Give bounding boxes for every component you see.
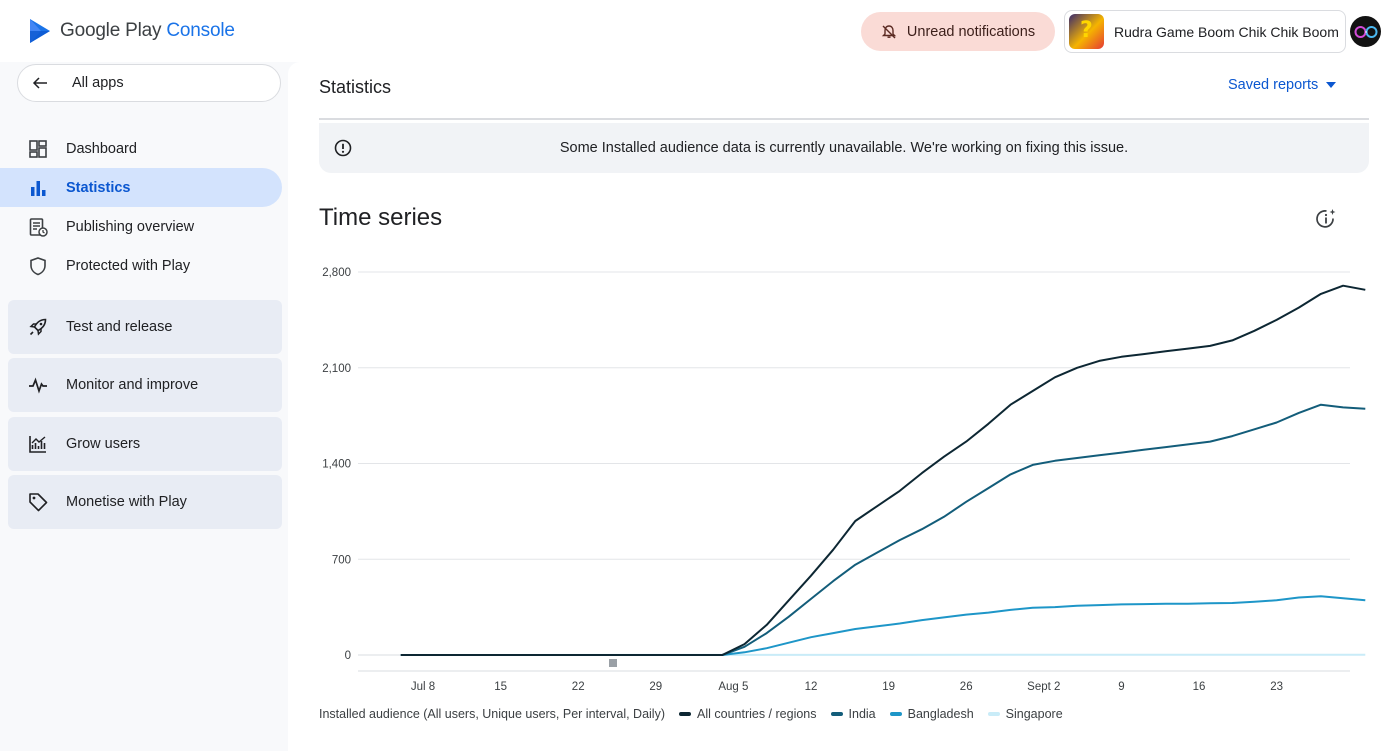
insights-icon xyxy=(1316,209,1336,228)
sidebar-item-label: Publishing overview xyxy=(66,218,195,235)
rocket-icon xyxy=(28,317,48,337)
avatar-glasses-icon xyxy=(1354,25,1377,38)
legend-title: Installed audience (All users, Unique us… xyxy=(319,707,665,721)
legend-item-all[interactable]: All countries / regions xyxy=(679,707,817,721)
banner-text: Some Installed audience data is currentl… xyxy=(559,140,1129,156)
legend-label: Singapore xyxy=(1005,707,1063,721)
x-tick-label: 16 xyxy=(1193,681,1206,693)
sidebar-item-publishing-overview[interactable]: Publishing overview xyxy=(0,207,282,246)
series-line-bangladesh xyxy=(400,595,1366,656)
legend-label: All countries / regions xyxy=(697,707,817,721)
x-tick-label: 15 xyxy=(494,681,507,693)
saved-reports-dropdown[interactable]: Saved reports xyxy=(1228,77,1337,93)
google-play-console-logo[interactable]: Google Play Console xyxy=(28,18,235,44)
sidebar-group-grow-users[interactable]: Grow users xyxy=(8,417,282,471)
x-tick-label: 29 xyxy=(649,681,662,693)
all-apps-button[interactable]: All apps xyxy=(17,64,281,102)
legend-swatch xyxy=(889,712,902,716)
sidebar: All apps Dashboard Statistics Publishing… xyxy=(0,62,290,751)
top-app-bar: Google Play Console Unread notifications… xyxy=(0,0,1400,62)
sidebar-group-label: Grow users xyxy=(66,436,141,452)
x-tick-label: 9 xyxy=(1118,681,1124,693)
bell-off-icon xyxy=(881,24,897,38)
sidebar-item-dashboard[interactable]: Dashboard xyxy=(0,129,282,168)
y-tick-label: 0 xyxy=(345,650,351,662)
x-tick-label: 22 xyxy=(572,681,585,693)
dashboard-icon xyxy=(28,139,48,159)
publishing-icon xyxy=(28,217,48,237)
unread-notifications-button[interactable]: Unread notifications xyxy=(861,12,1055,51)
annotation-marker xyxy=(609,659,617,667)
sidebar-item-label: Dashboard xyxy=(66,140,137,157)
logo-text: Google Play Console xyxy=(60,20,235,41)
sidebar-item-protected-with-play[interactable]: Protected with Play xyxy=(0,246,282,285)
legend-item-bangladesh[interactable]: Bangladesh xyxy=(889,707,974,721)
legend-label: India xyxy=(848,707,876,721)
sidebar-item-label: Statistics xyxy=(66,179,131,196)
y-tick-label: 2,800 xyxy=(322,267,351,279)
sidebar-group-monetise-with-play[interactable]: Monetise with Play xyxy=(8,475,282,529)
sidebar-group-label: Monetise with Play xyxy=(66,494,187,510)
legend-swatch xyxy=(830,712,843,716)
caret-down-icon xyxy=(1326,82,1337,88)
header-divider xyxy=(319,118,1369,120)
avatar[interactable] xyxy=(1350,16,1381,47)
series-line-india xyxy=(400,403,1366,656)
legend-swatch xyxy=(987,712,1000,716)
time-series-chart: 0 700 1,400 2,100 2,800 Jul 8 15 22 29 Aug 5 12 19 2… xyxy=(322,267,1366,693)
page-title: Statistics xyxy=(319,77,392,97)
info-alert-icon xyxy=(334,139,352,162)
app-name: Rudra Game Boom Chik Chik Boom xyxy=(1114,23,1339,40)
legend-swatch xyxy=(679,712,691,716)
sidebar-group-label: Monitor and improve xyxy=(66,377,199,393)
x-tick-label: 26 xyxy=(960,681,973,693)
shield-icon xyxy=(28,256,48,276)
legend-label: Bangladesh xyxy=(907,707,974,721)
x-tick-label: 12 xyxy=(805,681,818,693)
series-line-all-countries-regions xyxy=(400,284,1366,656)
x-tick-label: Aug 5 xyxy=(718,681,748,693)
notifications-label: Unread notifications xyxy=(906,23,1036,40)
sidebar-item-statistics[interactable]: Statistics xyxy=(0,168,282,207)
app-thumbnail xyxy=(1069,14,1104,49)
bar-chart-icon xyxy=(28,178,48,198)
main-panel: Statistics Saved reports Some Installed … xyxy=(288,62,1400,751)
chart-legend: Installed audience (All users, Unique us… xyxy=(319,707,1063,721)
y-tick-label: 700 xyxy=(332,554,351,566)
x-tick-label: Jul 8 xyxy=(411,681,435,693)
saved-reports-label: Saved reports xyxy=(1228,77,1319,93)
arrow-back-icon xyxy=(32,77,47,89)
sidebar-group-monitor-and-improve[interactable]: Monitor and improve xyxy=(8,358,282,412)
section-title: Time series xyxy=(319,204,443,231)
x-tick-label: 23 xyxy=(1270,681,1283,693)
sidebar-item-label: Protected with Play xyxy=(66,257,191,274)
legend-item-singapore[interactable]: Singapore xyxy=(987,707,1063,721)
sidebar-group-test-and-release[interactable]: Test and release xyxy=(8,300,282,354)
legend-item-india[interactable]: India xyxy=(830,707,876,721)
x-tick-label: Sept 2 xyxy=(1027,681,1060,693)
info-banner: Some Installed audience data is currentl… xyxy=(319,123,1369,173)
growth-chart-icon xyxy=(28,434,48,454)
tag-icon xyxy=(28,492,48,512)
all-apps-label: All apps xyxy=(72,75,124,91)
x-tick-label: 19 xyxy=(882,681,895,693)
play-logo-icon xyxy=(30,19,50,43)
app-selector[interactable]: Rudra Game Boom Chik Chik Boom xyxy=(1064,10,1346,53)
y-tick-label: 2,100 xyxy=(322,363,351,375)
chart-insights-button[interactable] xyxy=(1314,207,1338,231)
y-tick-label: 1,400 xyxy=(322,459,351,471)
sidebar-group-label: Test and release xyxy=(66,319,173,335)
pulse-icon xyxy=(28,375,48,395)
